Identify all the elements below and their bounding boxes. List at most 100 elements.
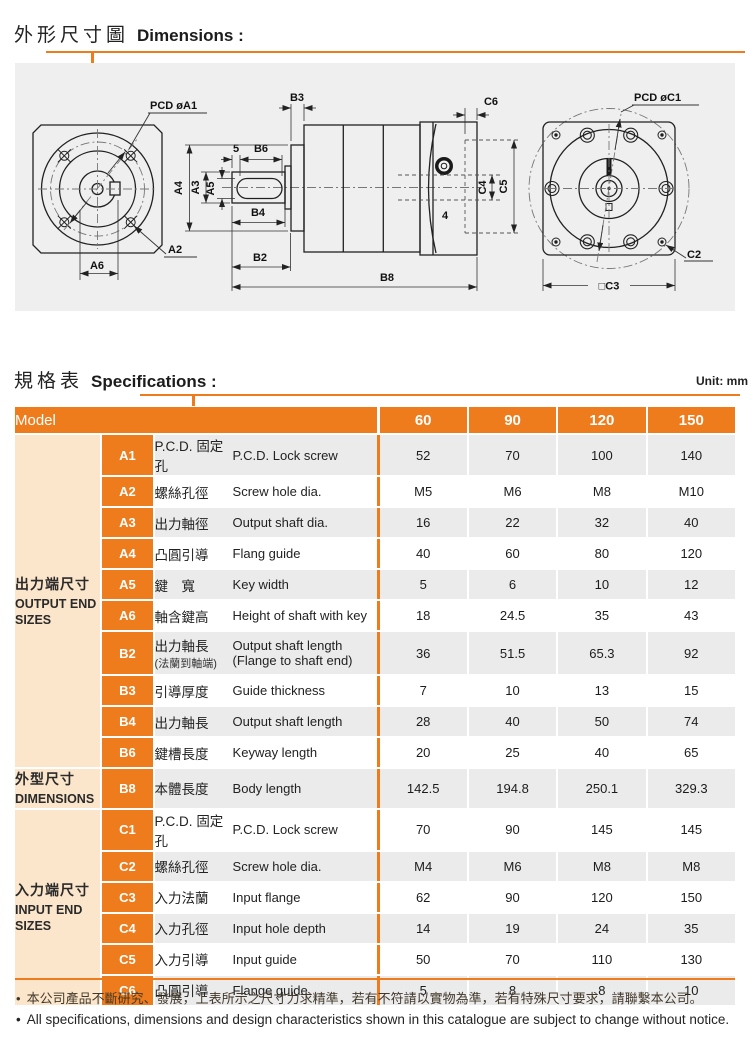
cell-value: 10: [466, 676, 557, 705]
row-code: B4: [100, 707, 153, 736]
cell-value: 20: [376, 738, 467, 767]
cell-value: 5: [376, 570, 467, 599]
gearbox-side-view: [231, 121, 478, 256]
cell-value: 70: [466, 944, 557, 974]
cell-value: 14: [376, 913, 467, 943]
dimensions-heading: 外形尺寸圖 Dimensions :: [14, 20, 244, 47]
label-b3: B3: [290, 92, 304, 104]
c2-callout: [665, 244, 713, 262]
cell-value: 120: [645, 539, 735, 568]
label-a3: A3: [190, 180, 202, 194]
table-row: A4 凸圓引導 Flang guide 40 60 80 120: [15, 539, 735, 568]
row-code: C2: [100, 851, 153, 881]
spec-title-en: Specifications :: [91, 372, 217, 391]
cell-value: 142.5: [376, 769, 467, 808]
a6-dimension: [79, 200, 119, 280]
footnote-en: • All specifications, dimensions and desi…: [16, 1012, 730, 1027]
row-code: B2: [100, 632, 153, 674]
cell-value: 32: [556, 508, 646, 537]
a4-dimension: [185, 144, 288, 232]
cell-value: 130: [645, 944, 735, 974]
c3-dimension: [542, 259, 676, 291]
input-bolt-hole: [435, 157, 453, 175]
row-code: A6: [100, 601, 153, 630]
cell-value: 92: [645, 632, 735, 674]
a3-dimension: [201, 171, 230, 204]
cell-value: 90: [466, 809, 557, 850]
cell-value: 62: [376, 882, 467, 912]
col-header-90: 90: [466, 407, 557, 433]
table-row: B6 鍵槽長度 Keyway length 20 25 40 65: [15, 738, 735, 767]
cell-value: 24.5: [466, 601, 557, 630]
hidden-lines: [398, 139, 518, 234]
col-header-120: 120: [556, 407, 646, 433]
unit-label: Unit: mm: [696, 374, 748, 388]
cell-value: 13: [556, 676, 646, 705]
a5-dimension: [217, 167, 235, 210]
row-code: A5: [100, 570, 153, 599]
table-header-row: Model 60 90 120 150: [15, 407, 735, 433]
label-a4: A4: [173, 180, 185, 195]
cell-value: 150: [645, 882, 735, 912]
table-row: C4 入力孔徑 Input hole depth 14 19 24 35: [15, 913, 735, 943]
group-output-end-sizes: 出力端尺寸 OUTPUT END SIZES: [15, 435, 101, 767]
dimensions-rule-tick: [91, 53, 94, 63]
cell-value: 90: [466, 882, 557, 912]
b4-b2-b8-dimensions: [231, 206, 478, 291]
cell-value: 50: [376, 944, 467, 974]
cell-value: 35: [556, 601, 646, 630]
cell-value: 194.8: [466, 769, 557, 808]
cell-value: 10: [556, 570, 646, 599]
cell-value: 8: [466, 975, 557, 1005]
dimensions-rule: [46, 51, 745, 53]
cell-value: 36: [376, 632, 467, 674]
row-code: A3: [100, 508, 153, 537]
cell-value: 51.5: [466, 632, 557, 674]
cell-value: 110: [556, 944, 646, 974]
cell-value: 145: [645, 809, 735, 850]
label-b4: B4: [251, 207, 266, 219]
table-row: A3 出力軸徑 Output shaft dia. 16 22 32 40: [15, 508, 735, 537]
cell-value: 329.3: [645, 769, 735, 808]
cell-value: 100: [556, 435, 646, 475]
cell-value: M5: [376, 477, 467, 506]
row-code: C4: [100, 913, 153, 943]
cell-value: M8: [556, 477, 646, 506]
group-input-end-sizes: 入力端尺寸 INPUT END SIZES: [15, 809, 101, 1005]
label-pcd-c1: PCD øC1: [634, 92, 681, 104]
cell-value: 120: [556, 882, 646, 912]
label-c2: C2: [687, 249, 701, 261]
c4-c5-dimensions: [489, 140, 517, 233]
cell-value: M4: [376, 851, 467, 881]
cell-value: 10: [645, 975, 735, 1005]
cell-value: 15: [645, 676, 735, 705]
label-a5: A5: [205, 181, 217, 195]
drawing-svg: PCD øA1 A2 A6: [32, 92, 713, 293]
label-a2: A2: [168, 244, 182, 256]
dimensions-title-zh: 外形尺寸圖: [14, 25, 130, 46]
table-row: A5 鍵 寬 Key width 5 6 10 12: [15, 570, 735, 599]
table-row: 出力端尺寸 OUTPUT END SIZES A1 P.C.D. 固定孔 P.C.…: [15, 435, 735, 767]
label-b2: B2: [253, 252, 267, 264]
label-c5: C5: [498, 179, 510, 193]
cell-value: 8: [556, 975, 646, 1005]
cell-value: M6: [466, 477, 557, 506]
cell-value: M6: [466, 851, 557, 881]
input-pcd-circle: [528, 108, 690, 269]
footnote-zh: • 本公司產品不斷研究、發展，上表所示之尺寸力求精準，若有不符請以實物為準，若有特…: [16, 991, 703, 1006]
cell-value: 28: [376, 707, 467, 736]
cell-value: 40: [376, 539, 467, 568]
label-b8: B8: [380, 272, 394, 284]
table-row: A6 軸含鍵高 Height of shaft with key 18 24.5 …: [15, 601, 735, 630]
group-dimensions: 外型尺寸 DIMENSIONS: [15, 769, 101, 808]
cell-value: 52: [376, 435, 467, 475]
row-code: B8: [100, 769, 153, 808]
label-five: 5: [233, 143, 239, 155]
table-row: C6 凸圓引導 Flange guide 5 8 8 10: [15, 975, 735, 1005]
cell-value: 70: [376, 809, 467, 850]
five-b6-dimension: [221, 155, 283, 176]
row-label-zh: P.C.D. 固定孔: [154, 439, 224, 474]
cell-value: 16: [376, 508, 467, 537]
row-code: A2: [100, 477, 153, 506]
cell-value: M8: [645, 851, 735, 881]
